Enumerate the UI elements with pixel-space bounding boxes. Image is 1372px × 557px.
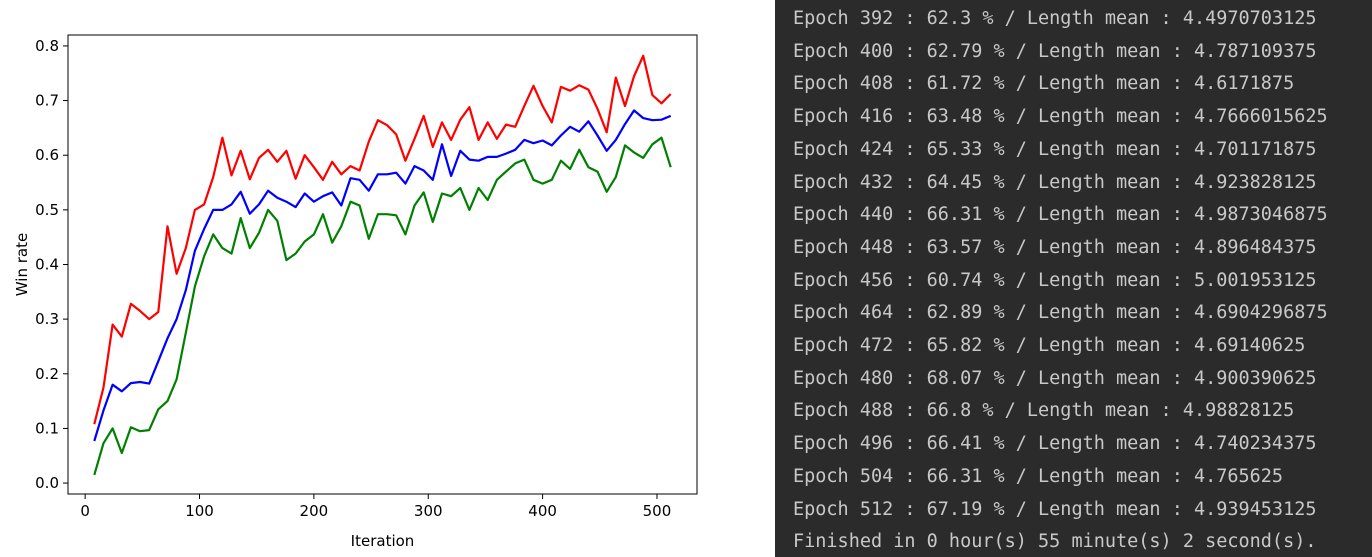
y-tick-label: 0.0 <box>35 474 59 492</box>
console-line: Epoch 432 : 64.45 % / Length mean : 4.92… <box>793 171 1317 193</box>
console-line: Epoch 448 : 63.57 % / Length mean : 4.89… <box>793 236 1317 258</box>
console-line: Epoch 416 : 63.48 % / Length mean : 4.76… <box>793 106 1328 128</box>
y-tick-label: 0.6 <box>35 146 59 164</box>
x-tick-label: 500 <box>643 502 672 520</box>
x-tick-label: 100 <box>185 502 214 520</box>
win-rate-chart: 0 100 200 300 400 500 0.0 0.1 0.2 0.3 0.4 0.5 0.6 0.7… <box>13 34 698 550</box>
y-tick-label: 0.5 <box>35 201 59 219</box>
x-tick-label: 0 <box>80 502 90 520</box>
console-line: Epoch 512 : 67.19 % / Length mean : 4.93… <box>793 498 1317 520</box>
x-tick-label: 400 <box>528 502 557 520</box>
console-line: Epoch 496 : 66.41 % / Length mean : 4.74… <box>793 433 1317 455</box>
console-line: Epoch 408 : 61.72 % / Length mean : 4.61… <box>793 73 1295 95</box>
y-tick-label: 0.7 <box>35 92 59 110</box>
series-line-1 <box>93 109 672 442</box>
console-line: Epoch 392 : 62.3 % / Length mean : 4.497… <box>793 8 1317 29</box>
y-axis-label: Win rate <box>13 233 31 296</box>
console-line: Epoch 472 : 65.82 % / Length mean : 4.69… <box>793 335 1306 356</box>
win-rate-plot: 0 100 200 300 400 500 0.0 0.1 0.2 0.3 0.4 0.5 0.6 0.7… <box>13 34 698 550</box>
y-tick-label: 0.3 <box>35 310 59 328</box>
console-line: Epoch 504 : 66.31 % / Length mean : 4.76… <box>793 465 1284 487</box>
series-line-0 <box>93 54 672 425</box>
console-line: Epoch 488 : 66.8 % / Length mean : 4.988… <box>793 400 1295 422</box>
console-line: Finished in 0 hour(s) 55 minute(s) 2 sec… <box>793 531 1317 553</box>
console-line: Epoch 424 : 65.33 % / Length mean : 4.70… <box>793 138 1317 160</box>
x-tick-label: 300 <box>414 502 443 520</box>
console-line: Epoch 440 : 66.31 % / Length mean : 4.98… <box>793 204 1328 226</box>
console-output: Epoch 392 : 62.3 % / Length mean : 4.497… <box>775 0 1372 557</box>
y-tick-label: 0.8 <box>35 37 59 55</box>
console-line: Epoch 464 : 62.89 % / Length mean : 4.69… <box>793 302 1328 324</box>
console-line: Epoch 400 : 62.79 % / Length mean : 4.78… <box>793 40 1317 62</box>
console-line: Epoch 456 : 60.74 % / Length mean : 5.00… <box>793 269 1317 291</box>
x-tick-label: 200 <box>300 502 329 520</box>
y-tick-label: 0.1 <box>35 419 59 437</box>
y-tick-label: 0.4 <box>35 256 59 274</box>
y-tick-label: 0.2 <box>35 365 59 383</box>
console-line: Epoch 480 : 68.07 % / Length mean : 4.90… <box>793 367 1317 389</box>
x-axis-label: Iteration <box>351 532 415 550</box>
series-line-2 <box>93 136 672 476</box>
